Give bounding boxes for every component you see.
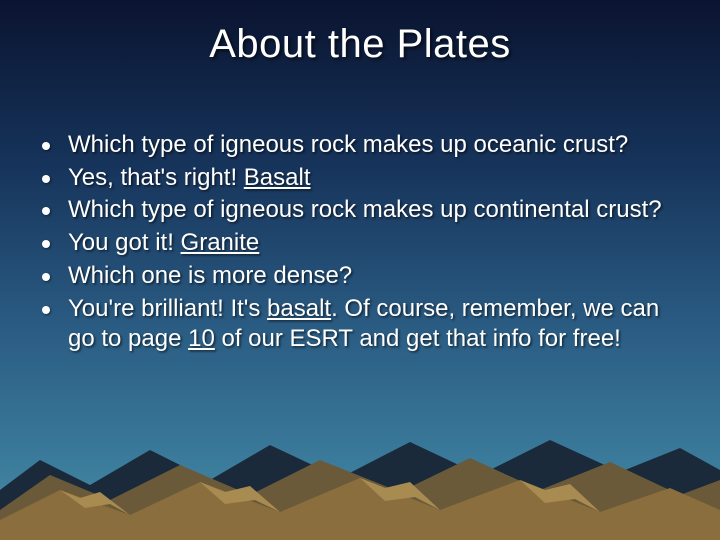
bullet-icon [42,207,50,215]
text: You got it! [68,229,181,256]
bullet-icon [42,306,50,314]
text: Which type of igneous rock makes up ocea… [68,131,628,158]
bullet-text: You're brilliant! It's basalt. Of course… [68,294,678,355]
mountain-graphic [0,400,720,540]
list-item: You're brilliant! It's basalt. Of course… [42,294,678,355]
bullet-text: You got it! Granite [68,228,259,259]
list-item: Yes, that's right! Basalt [42,163,678,194]
text-underline: Granite [181,229,260,256]
text: Which type of igneous rock makes up cont… [68,196,662,223]
slide: About the Plates Which type of igneous r… [0,0,720,540]
bullet-icon [42,240,50,248]
bullet-text: Which one is more dense? [68,261,352,292]
bullet-text: Which type of igneous rock makes up ocea… [68,130,628,161]
list-item: You got it! Granite [42,228,678,259]
slide-title: About the Plates [0,22,720,67]
text: of our ESRT and get that info for free! [215,325,621,352]
text-underline: basalt [267,295,331,322]
text-underline: Basalt [244,164,311,191]
text: Yes, that's right! [68,164,244,191]
text-underline: 10 [188,325,215,352]
bullet-icon [42,273,50,281]
list-item: Which one is more dense? [42,261,678,292]
list-item: Which type of igneous rock makes up cont… [42,195,678,226]
bullet-text: Which type of igneous rock makes up cont… [68,195,662,226]
bullet-icon [42,142,50,150]
text: You're brilliant! It's [68,295,267,322]
bullet-list: Which type of igneous rock makes up ocea… [42,130,678,357]
list-item: Which type of igneous rock makes up ocea… [42,130,678,161]
text: Which one is more dense? [68,262,352,289]
bullet-icon [42,175,50,183]
bullet-text: Yes, that's right! Basalt [68,163,311,194]
